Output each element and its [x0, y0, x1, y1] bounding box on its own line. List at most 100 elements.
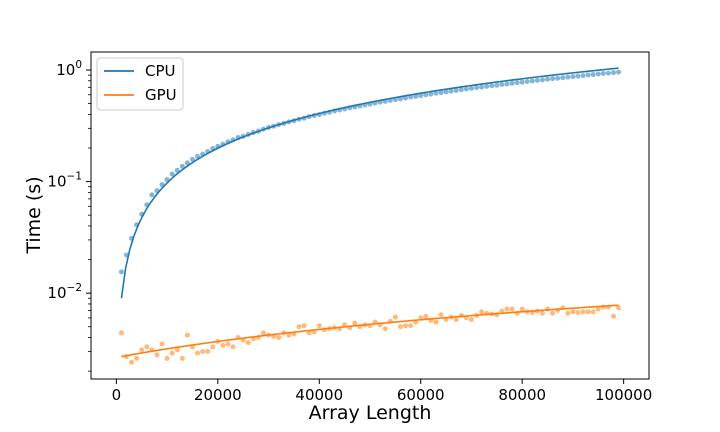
gpu-point: [580, 309, 586, 315]
cpu-point: [616, 69, 622, 75]
gpu-point: [286, 332, 292, 338]
cpu-point: [174, 167, 180, 173]
cpu-point: [438, 90, 444, 96]
y-tick-label-exponent: −2: [67, 282, 82, 294]
cpu-point: [595, 71, 601, 77]
gpu-point: [184, 332, 190, 338]
gpu-point: [575, 310, 581, 316]
gpu-point: [276, 335, 282, 341]
gpu-point: [144, 344, 150, 350]
cpu-point: [605, 70, 611, 76]
gpu-point: [392, 314, 398, 320]
gpu-point: [139, 347, 145, 353]
cpu-point: [195, 153, 201, 159]
gpu-point: [169, 350, 175, 356]
cpu-point: [418, 93, 424, 99]
cpu-point: [179, 163, 185, 169]
gpu-point: [590, 309, 596, 315]
cpu-point: [519, 79, 525, 85]
gpu-point: [550, 310, 556, 316]
y-axis-label: Time (s): [23, 176, 45, 254]
gpu-point: [200, 348, 206, 354]
gpu-point: [519, 306, 525, 312]
y-tick-label-base: 10: [56, 61, 75, 79]
gpu-point: [260, 330, 266, 336]
y-tick-label-base: 10: [47, 284, 66, 302]
x-axis: 0 20000 40000 60000 80000 100000: [112, 379, 652, 404]
gpu-point: [509, 306, 515, 312]
cpu-point: [169, 171, 175, 177]
gpu-point: [438, 312, 444, 318]
cpu-point: [545, 76, 551, 82]
cpu-point: [509, 80, 515, 86]
cpu-point: [468, 85, 474, 91]
gpu-point: [296, 324, 302, 330]
gpu-point: [159, 341, 165, 347]
gpu-point: [616, 305, 622, 311]
gpu-point: [479, 309, 485, 315]
gpu-point: [225, 341, 231, 347]
cpu-point: [580, 73, 586, 79]
cpu-point: [575, 73, 581, 79]
gpu-point: [585, 309, 591, 315]
gpu-point: [433, 319, 439, 325]
cpu-point: [504, 81, 510, 87]
x-axis-label: Array Length: [309, 402, 432, 424]
x-tick-label: 40000: [295, 386, 343, 404]
legend: CPU GPU: [96, 57, 184, 111]
x-tick-label: 60000: [397, 386, 445, 404]
gpu-point: [301, 323, 307, 329]
x-tick-label: 0: [112, 386, 122, 404]
cpu-point: [413, 93, 419, 99]
y-tick-label: 10−1: [47, 171, 82, 191]
cpu-point: [550, 76, 556, 82]
x-tick-label: 100000: [595, 386, 652, 404]
gpu-point: [403, 323, 409, 329]
y-tick-label-exponent: 0: [75, 59, 82, 71]
cpu-point: [555, 75, 561, 81]
legend-label-cpu: CPU: [145, 62, 176, 80]
cpu-point: [443, 89, 449, 95]
cpu-point: [489, 83, 495, 89]
plot-area: [118, 67, 622, 365]
cpu-point: [484, 83, 490, 89]
y-tick-label-exponent: −1: [67, 171, 82, 183]
gpu-point: [316, 323, 322, 329]
cpu-point: [428, 91, 434, 97]
gpu-point: [174, 347, 180, 353]
gpu-point: [397, 324, 403, 330]
gpu-point: [610, 313, 616, 319]
gpu-point: [118, 330, 124, 336]
gpu-point: [245, 340, 251, 346]
y-tick-label-base: 10: [47, 173, 66, 191]
gpu-point: [195, 350, 201, 356]
gpu-fit-line: [121, 304, 619, 358]
cpu-point: [494, 82, 500, 88]
cpu-point: [189, 156, 195, 162]
gpu-point: [352, 320, 358, 326]
cpu-point: [423, 92, 429, 98]
cpu-fit-line: [120, 67, 619, 299]
cpu-point: [610, 70, 616, 76]
cpu-point: [499, 81, 505, 87]
cpu-point: [565, 74, 571, 80]
legend-label-gpu: GPU: [145, 86, 177, 104]
cpu-point: [474, 85, 480, 91]
y-tick-label: 10−2: [47, 282, 82, 302]
cpu-point: [448, 88, 454, 94]
gpu-point: [154, 352, 160, 358]
x-tick-label: 80000: [498, 386, 546, 404]
cpu-point: [590, 72, 596, 78]
gpu-point: [210, 344, 216, 350]
gpu-point: [134, 355, 140, 361]
cpu-point: [453, 87, 459, 93]
cpu-point: [585, 72, 591, 78]
gpu-point: [453, 317, 459, 323]
cpu-point: [570, 74, 576, 80]
cpu-point: [184, 160, 190, 166]
gpu-point: [306, 330, 312, 336]
x-tick-label: 20000: [194, 386, 242, 404]
gpu-point: [382, 326, 388, 332]
